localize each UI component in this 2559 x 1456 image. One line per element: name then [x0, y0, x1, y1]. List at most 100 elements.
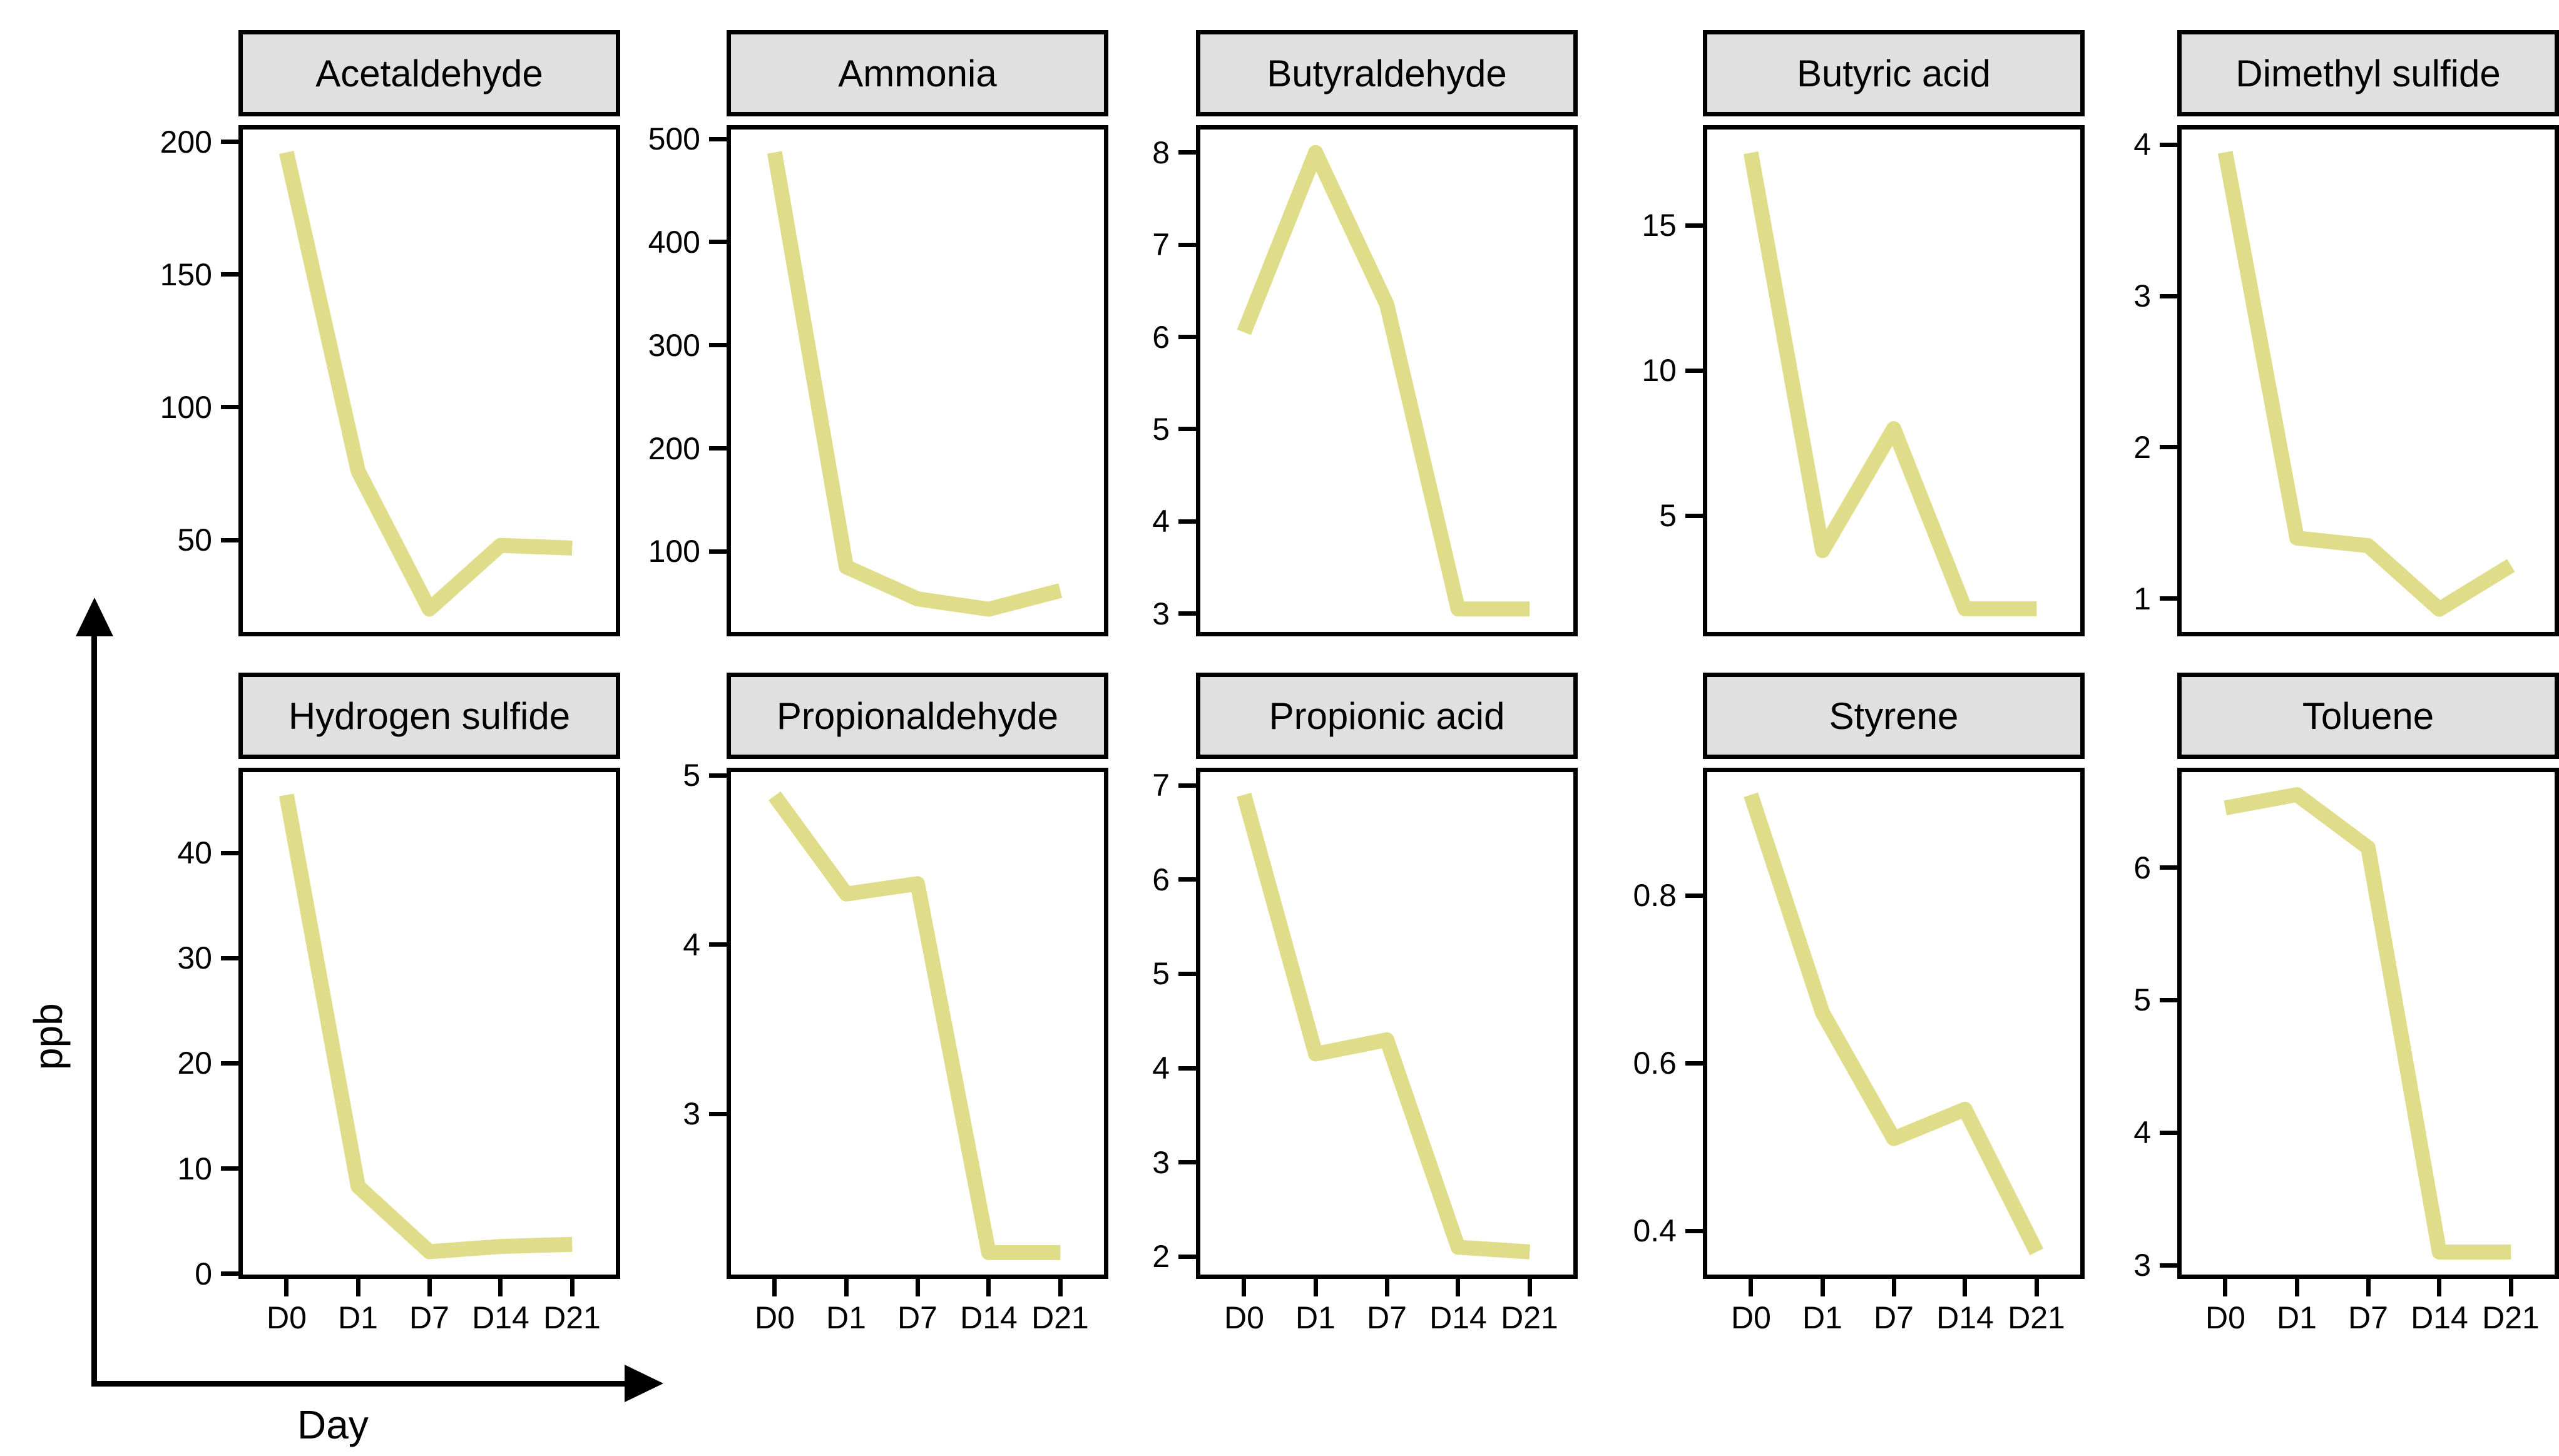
facet-strip: Propionaldehyde: [727, 673, 1108, 759]
y-tick-label: 3: [1152, 596, 1170, 631]
y-tick-mark: [1178, 1255, 1196, 1259]
line-plot: [2224, 787, 2511, 1260]
line-plot: [278, 150, 573, 617]
x-tick-mark: [916, 1279, 920, 1296]
y-tick-mark: [1178, 972, 1196, 976]
y-tick-mark: [709, 1112, 727, 1116]
y-tick-mark: [2160, 865, 2177, 870]
y-tick-label: 50: [177, 522, 212, 557]
x-tick-label: D0: [1224, 1300, 1264, 1335]
x-tick-label: D7: [897, 1300, 937, 1335]
x-tick-label: D14: [960, 1300, 1018, 1335]
y-tick-mark: [221, 538, 238, 542]
x-tick-label: D7: [409, 1300, 449, 1335]
facet-title: Styrene: [1829, 695, 1959, 737]
x-tick-mark: [2223, 1279, 2227, 1296]
y-tick-mark: [709, 446, 727, 451]
facet-strip: Ammonia: [727, 30, 1108, 116]
x-tick-mark: [1963, 1279, 1967, 1296]
x-tick-mark: [498, 1279, 503, 1296]
x-tick-label: D1: [826, 1300, 866, 1335]
y-axis-arrow-head-icon: [76, 598, 113, 636]
facet-panel: [1703, 768, 2085, 1279]
x-tick-label: D21: [1031, 1300, 1089, 1335]
y-tick-label: 3: [2133, 1248, 2151, 1283]
y-tick-mark: [221, 851, 238, 855]
x-tick-mark: [427, 1279, 432, 1296]
y-tick-mark: [2160, 1131, 2177, 1135]
y-tick-label: 500: [648, 121, 700, 156]
x-tick-label: D7: [2348, 1300, 2388, 1335]
x-axis-arrow-head-icon: [625, 1365, 663, 1402]
x-tick-label: D0: [267, 1300, 307, 1335]
y-tick-label: 100: [648, 534, 700, 569]
y-tick-label: 4: [1152, 504, 1170, 539]
series-line: [1237, 793, 1531, 1260]
x-tick-mark: [284, 1279, 289, 1296]
y-tick-mark: [709, 942, 727, 947]
y-tick-label: 200: [648, 431, 700, 466]
facet-title: Butyraldehyde: [1267, 52, 1507, 94]
x-tick-label: D14: [2411, 1300, 2468, 1335]
facet-strip: Butyric acid: [1703, 30, 2085, 116]
y-tick-mark: [709, 137, 727, 141]
y-tick-label: 2: [2133, 430, 2151, 465]
series-line: [2217, 151, 2515, 617]
y-axis-label: ppb: [26, 1003, 71, 1070]
y-tick-mark: [221, 956, 238, 960]
x-tick-label: D14: [1429, 1300, 1487, 1335]
line-plot: [767, 151, 1063, 617]
y-tick-label: 4: [1152, 1051, 1170, 1086]
x-tick-mark: [570, 1279, 575, 1296]
x-tick-mark: [2509, 1279, 2513, 1296]
y-tick-mark: [2160, 596, 2177, 601]
y-tick-label: 7: [1152, 227, 1170, 262]
series-line: [1237, 145, 1530, 617]
y-tick-mark: [1685, 1061, 1703, 1066]
x-tick-mark: [1314, 1279, 1318, 1296]
y-tick-label: 7: [1152, 768, 1170, 803]
y-tick-label: 20: [177, 1046, 212, 1081]
x-tick-mark: [1058, 1279, 1063, 1296]
y-tick-label: 6: [2133, 850, 2151, 885]
x-tick-label: D14: [1936, 1300, 1994, 1335]
line-plot: [1744, 792, 2044, 1256]
x-tick-label: D1: [1295, 1300, 1336, 1335]
y-tick-label: 10: [177, 1151, 212, 1186]
x-tick-label: D21: [1501, 1300, 1558, 1335]
x-tick-mark: [1385, 1279, 1389, 1296]
y-tick-label: 8: [1152, 135, 1170, 170]
y-tick-mark: [1178, 150, 1196, 155]
y-tick-mark: [1178, 877, 1196, 882]
facet-strip: Acetaldehyde: [238, 30, 620, 116]
facet-strip: Propionic acid: [1196, 673, 1578, 759]
x-tick-mark: [356, 1279, 360, 1296]
y-tick-mark: [709, 240, 727, 244]
y-tick-mark: [709, 343, 727, 347]
facet-panel: [2177, 125, 2559, 636]
x-tick-mark: [772, 1279, 777, 1296]
y-tick-mark: [1178, 519, 1196, 524]
facet-panel: [1196, 125, 1578, 636]
y-tick-label: 5: [1659, 498, 1677, 533]
series-line: [767, 151, 1063, 617]
x-tick-label: D1: [2277, 1300, 2317, 1335]
y-tick-mark: [1685, 223, 1703, 228]
y-tick-mark: [221, 140, 238, 144]
y-tick-label: 300: [648, 328, 700, 363]
x-tick-mark: [1892, 1279, 1896, 1296]
y-tick-mark: [1178, 243, 1196, 247]
y-tick-mark: [221, 272, 238, 277]
y-tick-label: 400: [648, 225, 700, 260]
y-tick-mark: [1685, 369, 1703, 373]
facet-panel: [727, 768, 1108, 1279]
facet-panel: [727, 125, 1108, 636]
y-tick-label: 150: [160, 257, 212, 292]
facet-title: Acetaldehyde: [315, 52, 543, 94]
x-tick-mark: [1528, 1279, 1532, 1296]
x-tick-mark: [844, 1279, 849, 1296]
x-tick-mark: [2437, 1279, 2441, 1296]
y-tick-mark: [221, 1166, 238, 1171]
x-tick-mark: [1821, 1279, 1825, 1296]
